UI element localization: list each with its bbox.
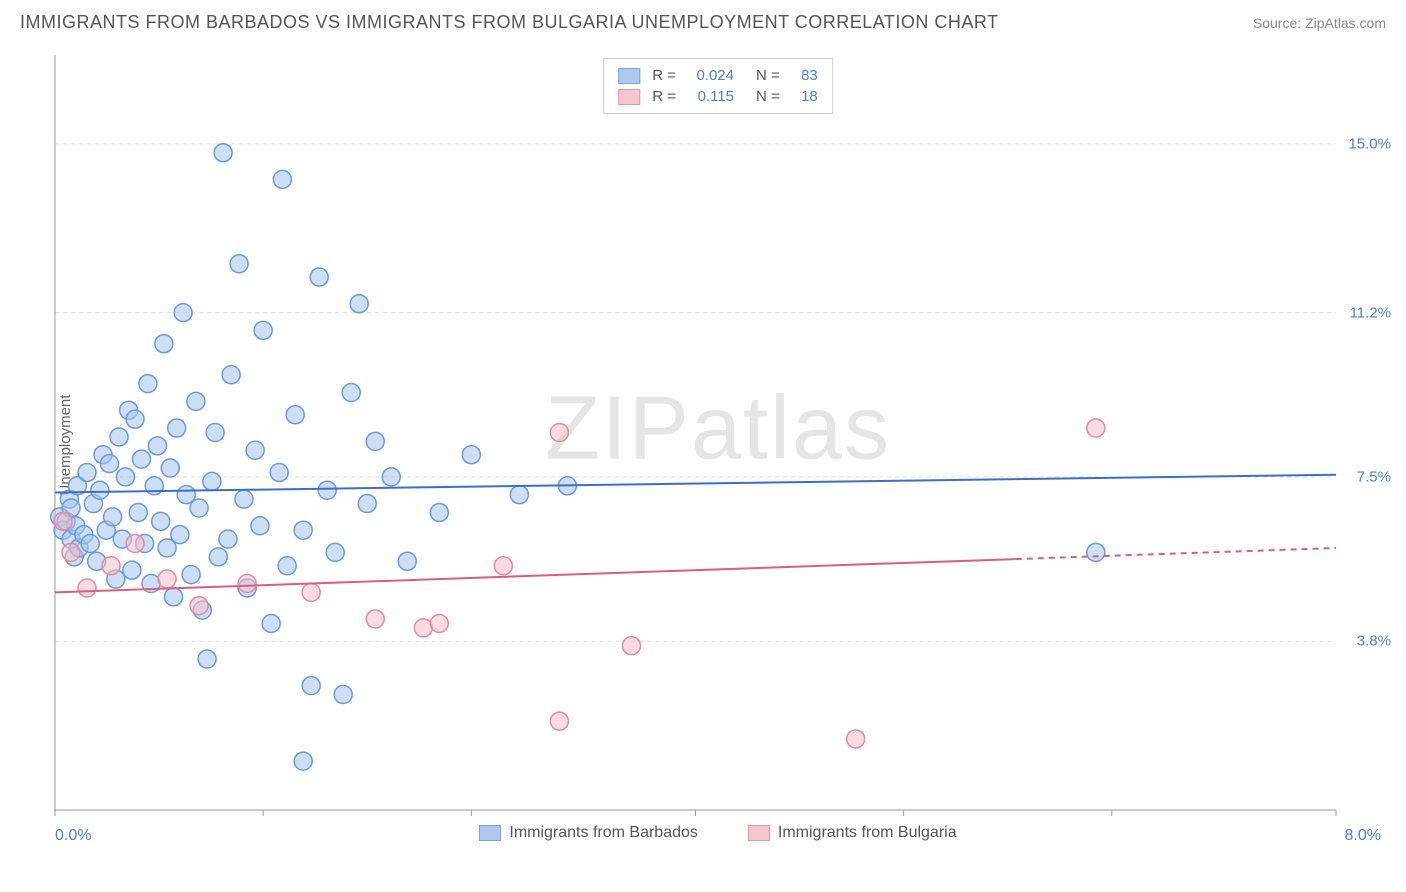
n-label: N = <box>756 88 780 105</box>
y-tick-label: 3.8% <box>1357 633 1391 650</box>
r-value: 0.024 <box>684 67 734 84</box>
chart-container: Unemployment ZIPatlas R =0.024N =83R =0.… <box>50 50 1386 840</box>
n-value: 18 <box>788 88 818 105</box>
n-value: 83 <box>788 67 818 84</box>
r-label: R = <box>652 67 676 84</box>
legend-swatch-icon <box>618 68 640 84</box>
y-tick-label: 7.5% <box>1357 468 1391 485</box>
series-legend: Immigrants from Barbados Immigrants from … <box>50 824 1386 842</box>
legend-series-item: Immigrants from Barbados <box>479 824 698 842</box>
y-tick-label: 15.0% <box>1348 135 1391 152</box>
r-label: R = <box>652 88 676 105</box>
legend-stat-row: R = 0.024 N = 83 <box>618 65 818 86</box>
legend-stat-row: R = 0.115 N = 18 <box>618 86 818 107</box>
y-tick-label: 11.2% <box>1350 304 1391 321</box>
legend-swatch-icon <box>479 825 501 841</box>
source-attribution: Source: ZipAtlas.com <box>1253 15 1386 31</box>
scatter-plot <box>50 50 1386 840</box>
legend-series-label: Immigrants from Bulgaria <box>778 824 957 842</box>
legend-swatch-icon <box>748 825 770 841</box>
r-value: 0.115 <box>684 88 734 105</box>
chart-title: IMMIGRANTS FROM BARBADOS VS IMMIGRANTS F… <box>20 12 999 33</box>
correlation-legend: R = 0.024 N = 83 R = 0.115 N = 18 <box>603 58 833 114</box>
legend-series-label: Immigrants from Barbados <box>509 824 698 842</box>
legend-series-item: Immigrants from Bulgaria <box>748 824 957 842</box>
legend-swatch-icon <box>618 89 640 105</box>
n-label: N = <box>756 67 780 84</box>
